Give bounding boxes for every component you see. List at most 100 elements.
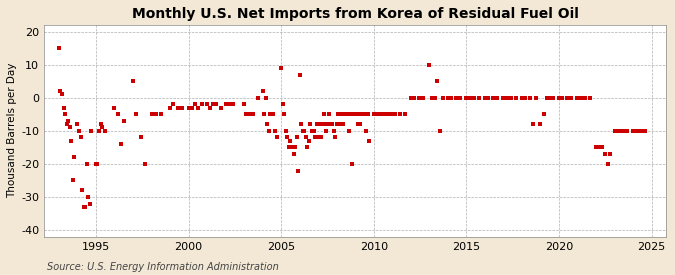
Point (282, 135, 293, 140)
Point (353, 122, 364, 127)
Point (259, 112, 269, 116)
Point (325, 122, 336, 127)
Point (53, 46, 64, 50)
Point (177, 105, 188, 110)
Point (575, 95, 586, 100)
Point (69, 155, 80, 160)
Point (305, 122, 316, 127)
Point (572, 95, 583, 100)
Point (342, 112, 353, 116)
Point (61, 122, 72, 127)
Point (483, 95, 493, 100)
Point (208, 102, 219, 106)
Point (205, 105, 215, 110)
Point (86, 129, 97, 133)
Point (269, 129, 280, 133)
Point (300, 135, 311, 140)
Point (432, 79, 443, 83)
Point (284, 145, 294, 150)
Point (265, 112, 276, 116)
Point (81, 162, 92, 166)
Point (634, 129, 645, 133)
Point (146, 112, 157, 116)
Point (285, 139, 296, 143)
Point (406, 95, 416, 100)
Point (339, 112, 350, 116)
Point (115, 142, 126, 146)
Point (313, 135, 323, 140)
Point (66, 139, 77, 143)
Point (330, 135, 341, 140)
Point (189, 102, 200, 106)
Point (245, 112, 256, 116)
Point (136, 135, 146, 140)
Point (202, 102, 213, 106)
Point (296, 122, 306, 127)
Point (172, 105, 183, 110)
Point (498, 95, 509, 100)
Point (165, 105, 176, 110)
Point (395, 112, 406, 116)
Point (333, 112, 344, 116)
Point (344, 129, 354, 133)
Point (291, 135, 302, 140)
Point (59, 112, 70, 116)
Point (400, 112, 410, 116)
Point (430, 95, 441, 100)
Point (336, 122, 347, 127)
Point (128, 79, 138, 83)
Point (186, 105, 197, 110)
Point (520, 95, 531, 100)
Point (319, 112, 329, 116)
Point (524, 95, 535, 100)
Point (97, 125, 107, 130)
Point (554, 95, 564, 100)
Point (64, 125, 75, 130)
Point (78, 205, 89, 209)
Point (492, 95, 503, 100)
Point (315, 122, 325, 127)
Point (302, 145, 313, 150)
Point (390, 112, 401, 116)
Point (347, 162, 358, 166)
Point (501, 95, 512, 100)
Point (541, 95, 552, 100)
Point (239, 102, 250, 106)
Point (369, 112, 379, 116)
Point (298, 129, 308, 133)
Point (304, 139, 315, 143)
Point (618, 129, 629, 133)
Point (510, 95, 521, 100)
Y-axis label: Thousand Barrels per Day: Thousand Barrels per Day (7, 63, 17, 199)
Point (183, 105, 194, 110)
Point (418, 95, 429, 100)
Point (364, 139, 375, 143)
Point (276, 66, 287, 70)
Point (557, 95, 568, 100)
Point (600, 152, 611, 156)
Point (612, 129, 623, 133)
Point (321, 129, 331, 133)
Point (338, 122, 348, 127)
Point (77, 188, 88, 192)
Point (90, 162, 101, 166)
Point (597, 145, 608, 150)
Point (464, 95, 475, 100)
Point (279, 112, 290, 116)
Point (310, 135, 321, 140)
Point (538, 112, 549, 116)
Point (527, 122, 538, 127)
Point (316, 135, 327, 140)
Point (72, 122, 83, 127)
Point (516, 95, 527, 100)
Point (288, 152, 299, 156)
Point (306, 129, 317, 133)
Point (299, 129, 310, 133)
Point (317, 122, 328, 127)
Point (277, 102, 288, 106)
Point (168, 102, 179, 106)
Point (118, 119, 129, 123)
Point (544, 95, 555, 100)
Point (322, 122, 333, 127)
Point (387, 112, 398, 116)
